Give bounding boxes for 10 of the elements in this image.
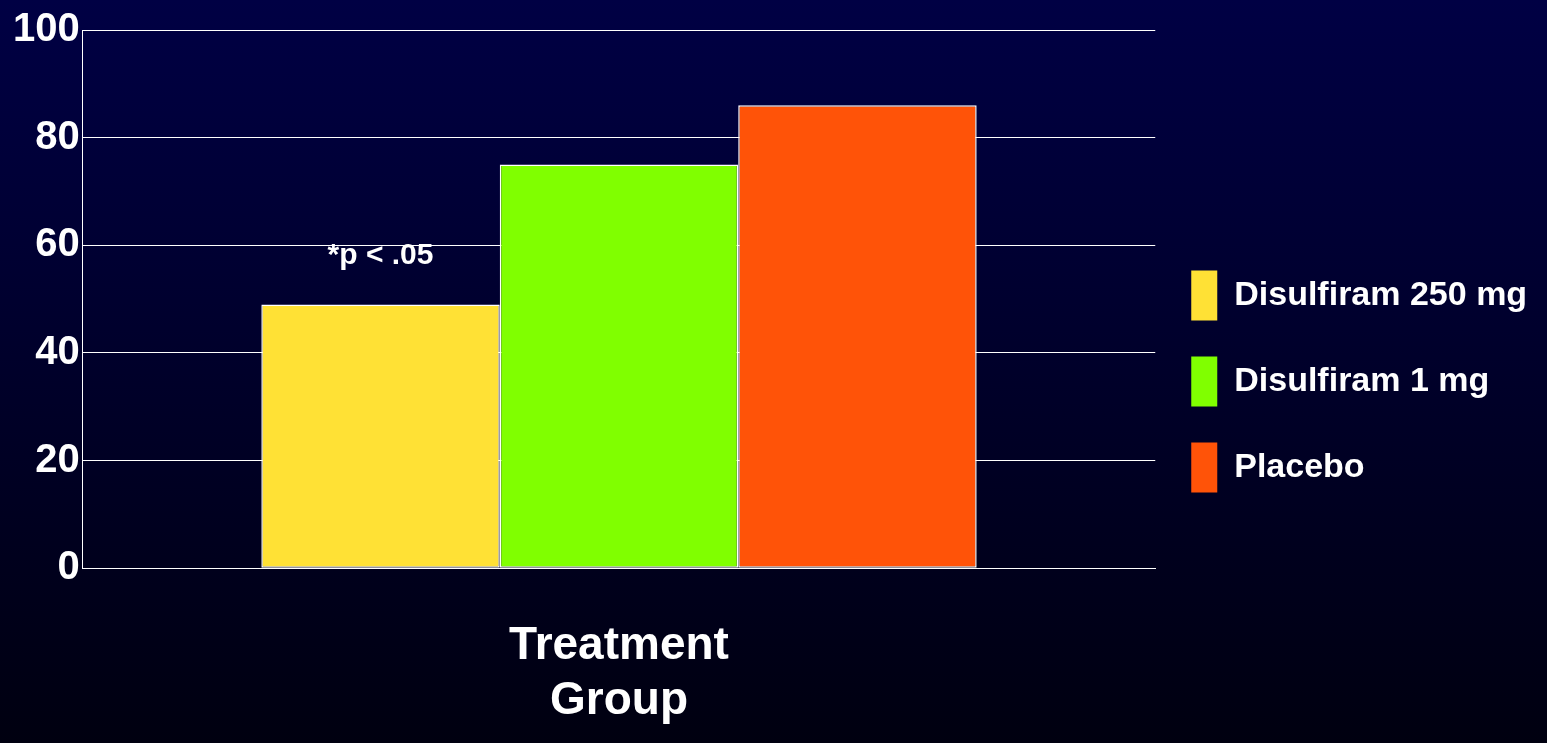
y-tick-label: 100 — [12, 5, 80, 50]
legend-label: Disulfiram 1 mg — [1234, 359, 1490, 398]
legend-label: Disulfiram 250 mg — [1234, 273, 1528, 312]
y-tick-label: 40 — [35, 327, 80, 372]
x-axis-title: Treatment Group — [509, 616, 729, 725]
y-tick-label: 20 — [35, 435, 80, 480]
y-tick-label: 0 — [57, 543, 80, 588]
legend-label: Placebo — [1234, 445, 1365, 484]
y-tick-label: 80 — [35, 112, 80, 157]
y-tick-label: 60 — [35, 220, 80, 265]
